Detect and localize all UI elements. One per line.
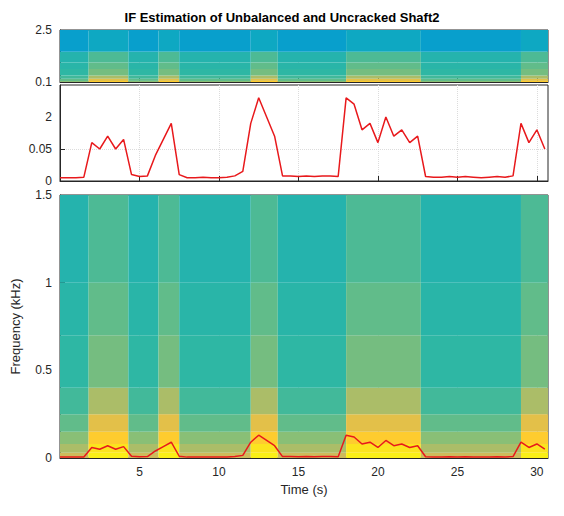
svg-text:20: 20 (371, 465, 385, 479)
svg-text:0.5: 0.5 (35, 363, 52, 377)
svg-text:IF Estimation of Unbalanced an: IF Estimation of Unbalanced and Uncracke… (125, 10, 440, 25)
svg-text:Time (s): Time (s) (280, 482, 327, 497)
svg-text:30: 30 (530, 465, 544, 479)
svg-text:25: 25 (451, 465, 465, 479)
svg-text:15: 15 (292, 465, 306, 479)
svg-text:1.5: 1.5 (35, 188, 52, 202)
svg-text:0.05: 0.05 (29, 142, 53, 156)
svg-text:2.5: 2.5 (35, 23, 52, 37)
svg-text:0.1: 0.1 (35, 75, 52, 89)
svg-text:5: 5 (136, 465, 143, 479)
svg-text:10: 10 (212, 465, 226, 479)
svg-text:0: 0 (45, 174, 52, 188)
svg-text:Frequency (kHz): Frequency (kHz) (8, 278, 23, 374)
svg-text:1: 1 (45, 276, 52, 290)
svg-text:2: 2 (45, 110, 52, 124)
svg-text:0: 0 (45, 451, 52, 465)
